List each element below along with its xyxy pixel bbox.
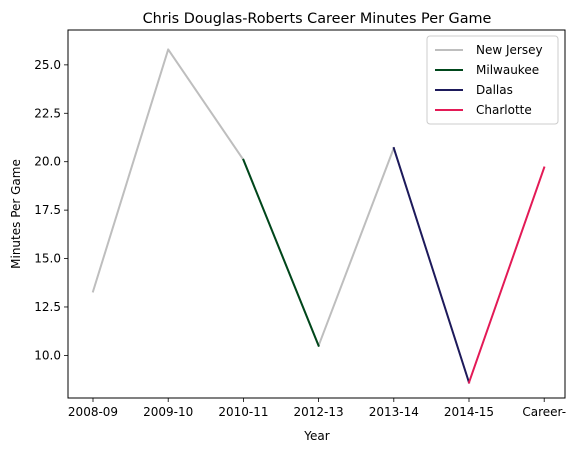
plot-frame bbox=[67, 29, 566, 399]
legend-label-milwaukee: Milwaukee bbox=[476, 63, 539, 77]
legend-box bbox=[426, 35, 559, 125]
x-tick-label: 2012-13 bbox=[294, 405, 344, 419]
x-axis-ticks: 2008-09 2009-10 2010-11 2012-13 2013-14 2014-… bbox=[68, 398, 566, 419]
plot-lines bbox=[91, 48, 546, 384]
y-tick-label: 17.5 bbox=[34, 203, 61, 217]
x-tick-label: 2010-11 bbox=[218, 405, 268, 419]
x-axis-label: Year bbox=[303, 429, 329, 443]
legend-label-new-jersey: New Jersey bbox=[476, 43, 543, 57]
x-tick-label: 2009-10 bbox=[143, 405, 193, 419]
legend: New Jersey Milwaukee Dallas Charlotte bbox=[426, 35, 559, 125]
y-tick-label: 25.0 bbox=[34, 58, 61, 72]
series-line-milwaukee bbox=[242, 158, 320, 348]
x-tick-label: 2008-09 bbox=[68, 405, 118, 419]
y-tick-label: 22.5 bbox=[34, 106, 61, 120]
x-tick-label: 2013-14 bbox=[369, 405, 419, 419]
y-tick-label: 15.0 bbox=[34, 252, 61, 266]
y-axis-label: Minutes Per Game bbox=[9, 159, 23, 269]
chart-title: Chris Douglas-Roberts Career Minutes Per… bbox=[143, 11, 492, 27]
x-tick-label: Career- bbox=[522, 405, 566, 419]
y-tick-label: 20.0 bbox=[34, 155, 61, 169]
y-axis-ticks: 10.0 12.5 15.0 17.5 20.0 22.5 25.0 bbox=[34, 58, 68, 362]
series-line-charlotte bbox=[467, 166, 546, 384]
y-tick-label: 12.5 bbox=[34, 300, 61, 314]
series-line-new-jersey bbox=[91, 48, 396, 347]
x-tick-label: 2014-15 bbox=[444, 405, 494, 419]
y-tick-label: 10.0 bbox=[34, 348, 61, 362]
legend-label-dallas: Dallas bbox=[476, 83, 513, 97]
series-line-dallas bbox=[392, 146, 471, 384]
legend-label-charlotte: Charlotte bbox=[476, 103, 532, 117]
